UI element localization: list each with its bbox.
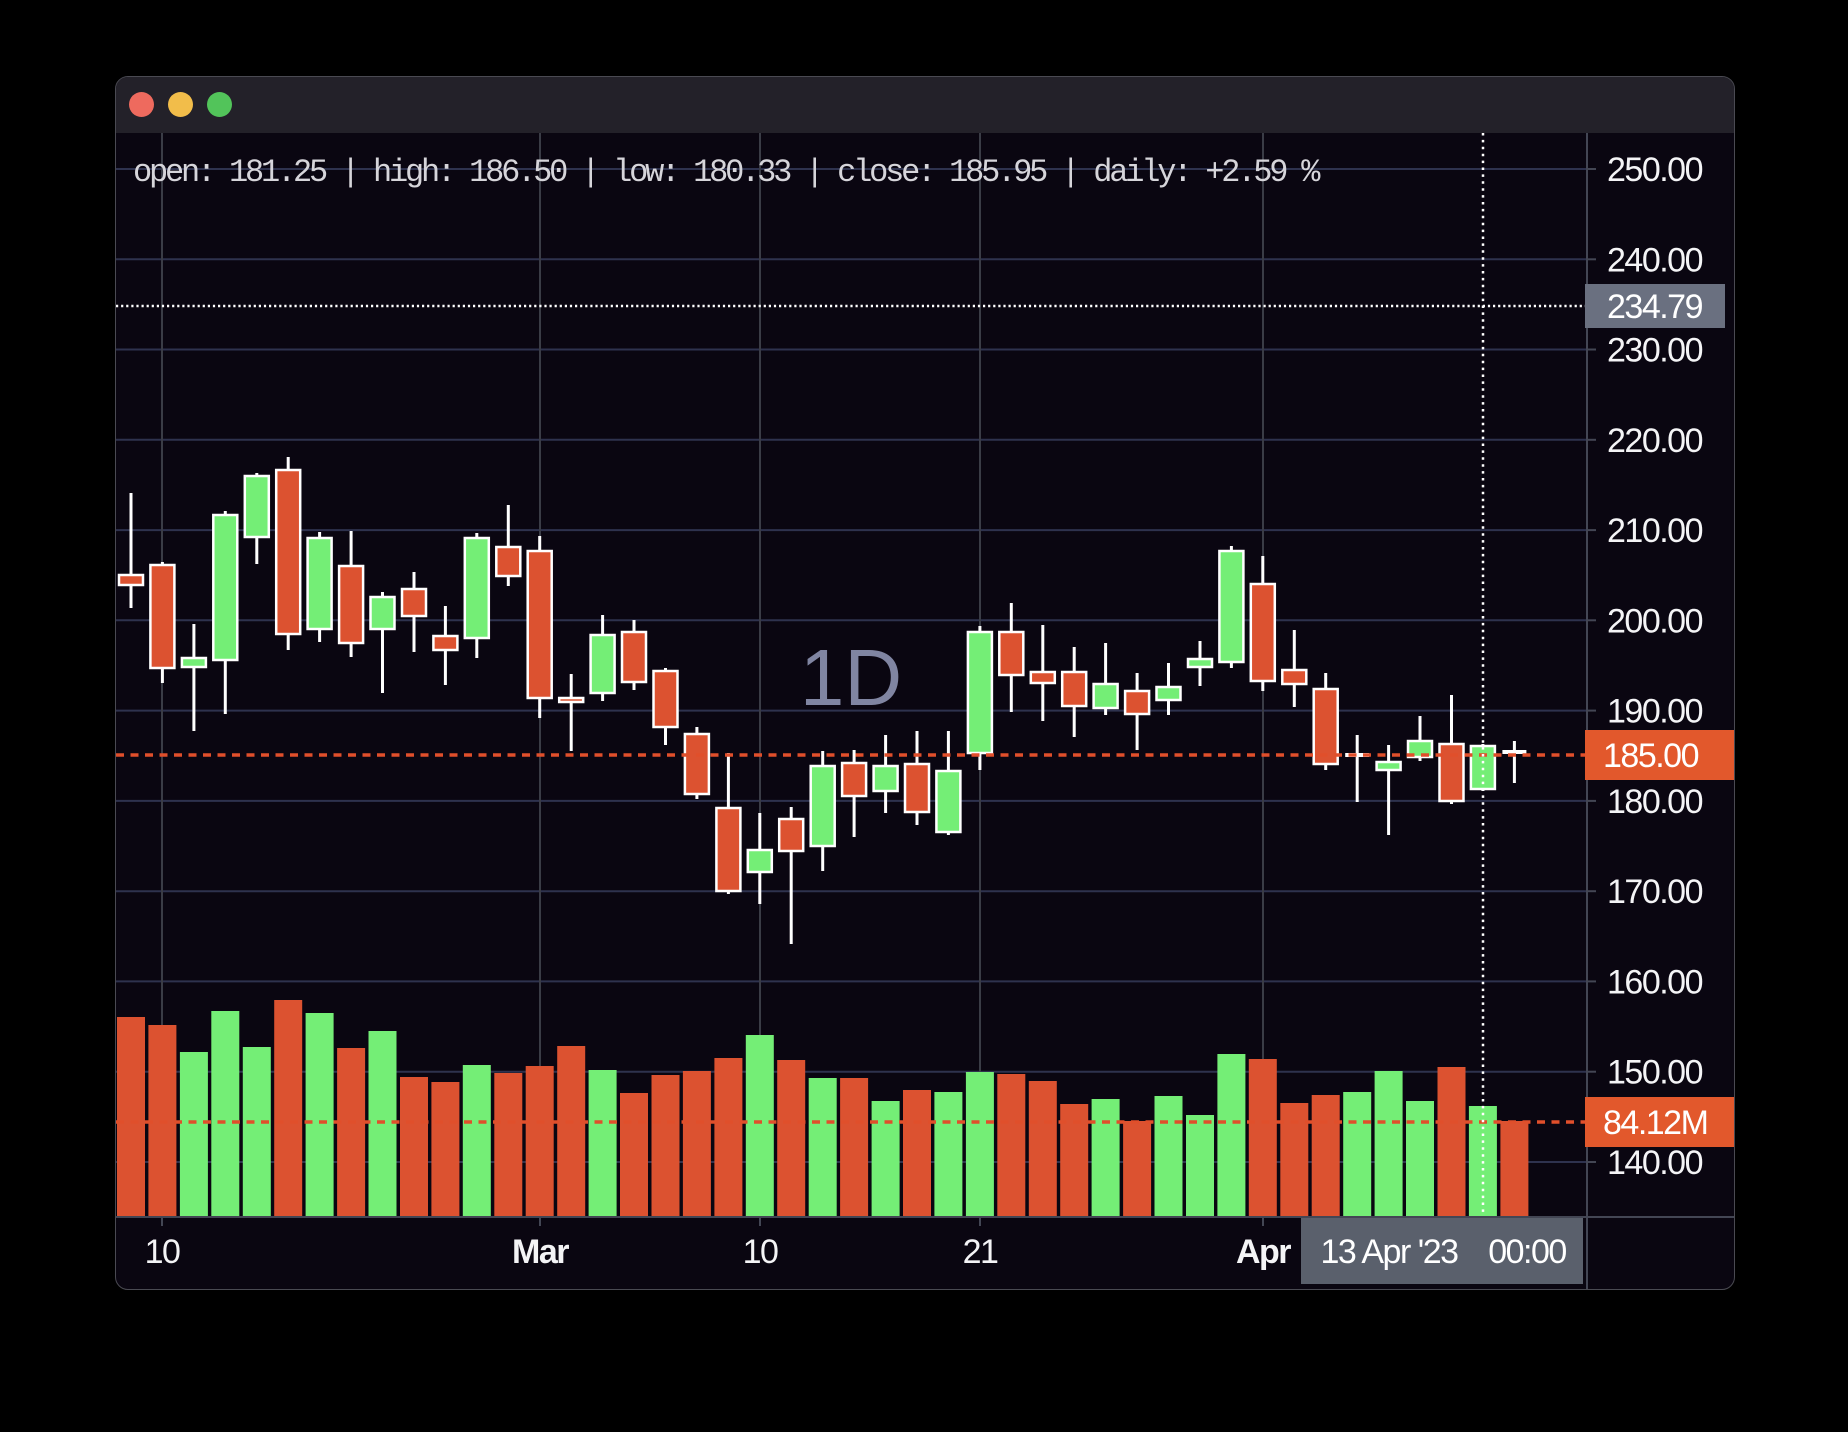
svg-text:13 Apr '23: 13 Apr '23 [1320,1233,1458,1271]
svg-text:150.00: 150.00 [1607,1054,1703,1092]
svg-text:00:00: 00:00 [1488,1233,1566,1271]
svg-text:140.00: 140.00 [1607,1144,1703,1182]
svg-text:21: 21 [963,1233,998,1271]
svg-text:210.00: 210.00 [1607,512,1703,550]
svg-text:84.12M: 84.12M [1603,1104,1707,1142]
svg-text:160.00: 160.00 [1607,963,1703,1001]
svg-text:250.00: 250.00 [1607,151,1703,189]
svg-text:Mar: Mar [512,1233,569,1271]
svg-text:10: 10 [145,1233,180,1271]
svg-text:1D: 1D [800,633,902,722]
svg-text:185.00: 185.00 [1603,737,1699,775]
svg-text:open: 181.25 | high: 186.50 |: open: 181.25 | high: 186.50 | low: 180.3… [133,154,1321,191]
svg-text:220.00: 220.00 [1607,422,1703,460]
svg-text:10: 10 [743,1233,778,1271]
svg-text:240.00: 240.00 [1607,241,1703,279]
svg-text:180.00: 180.00 [1607,783,1703,821]
svg-text:200.00: 200.00 [1607,602,1703,640]
svg-text:230.00: 230.00 [1607,332,1703,370]
svg-text:Apr: Apr [1236,1233,1291,1271]
svg-text:170.00: 170.00 [1607,873,1703,911]
svg-text:190.00: 190.00 [1607,693,1703,731]
svg-text:234.79: 234.79 [1607,288,1703,326]
